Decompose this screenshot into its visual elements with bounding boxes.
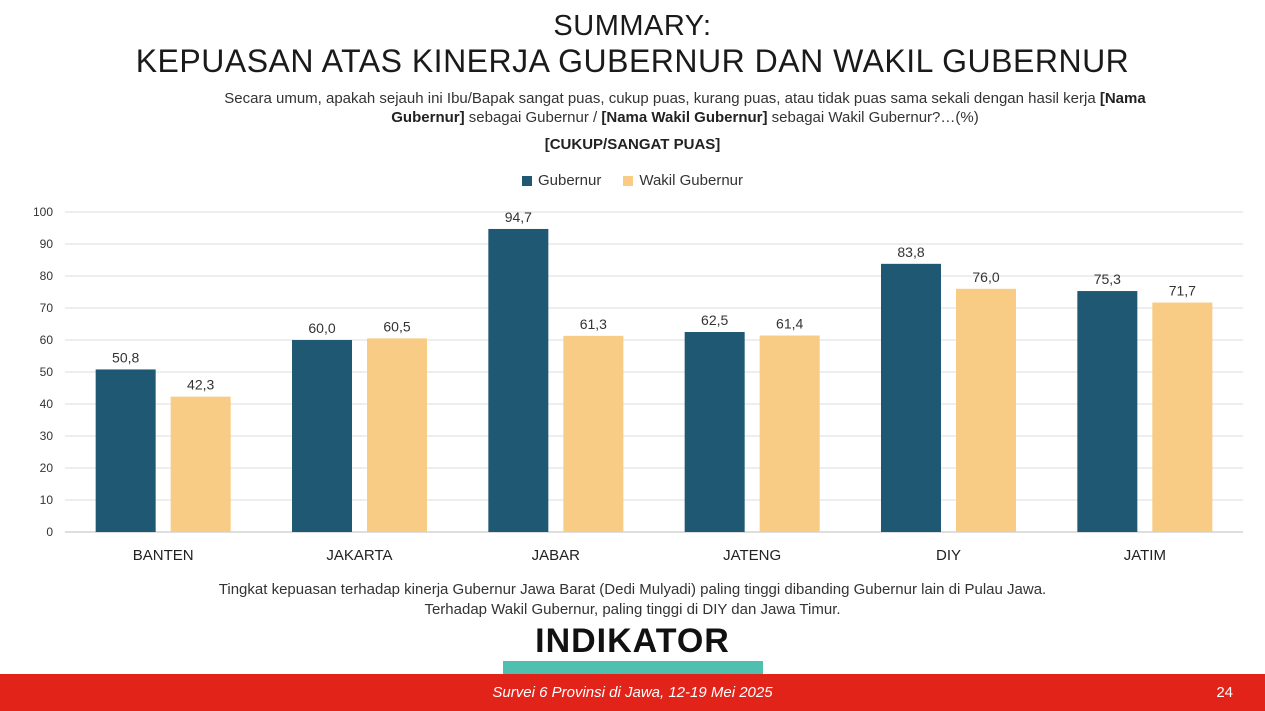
logo-accent-bar [503,661,763,675]
legend-label-gubernur: Gubernur [537,172,602,189]
y-tick-label-90: 90 [40,237,54,251]
x-tick-label-jabar: JABAR [532,547,581,564]
legend-swatch-gubernur [521,175,532,186]
bar-jabar-wakil-gubernur [563,335,624,532]
data-label-jatim-wakil-gubernur: 71,7 [1169,283,1196,299]
y-tick-label-30: 30 [40,429,54,443]
x-tick-label-jateng: JATENG [723,547,781,564]
legend-item-wakil-gubernur: Wakil Gubernur [623,172,743,189]
x-tick-label-jatim: JATIM [1124,547,1166,564]
x-tick-label-diy: DIY [936,547,961,564]
data-label-jakarta-gubernur: 60,0 [308,320,335,336]
bar-chart: 0 10 20 30 40 50 60 70 80 90 100 50,8 42,3 BANTEN 60,0… [33,205,1243,564]
bar-jabar-gubernur [488,228,549,532]
y-tick-label-50: 50 [40,365,54,379]
data-label-diy-wakil-gubernur: 76,0 [972,269,999,285]
legend-item-gubernur: Gubernur [521,172,602,189]
question-vice-governor-placeholder: [Nama Wakil Gubernur] [601,109,768,126]
question-text-2: sebagai Gubernur / [464,109,602,126]
bar-jatim-wakil-gubernur [1152,302,1213,532]
data-label-jatim-gubernur: 75,3 [1094,271,1121,287]
data-label-jakarta-wakil-gubernur: 60,5 [383,318,410,334]
title-line-1: SUMMARY: [553,10,712,42]
y-tick-label-40: 40 [40,397,54,411]
question-text-1: Secara umum, apakah sejauh ini Ibu/Bapak… [224,90,1100,107]
y-tick-label-60: 60 [40,333,54,347]
footer-bar [0,674,1265,711]
y-tick-label-10: 10 [40,493,54,507]
question-governor-placeholder: [Nama Gubernur] [391,90,1146,126]
chart-subtitle: [CUKUP/SANGAT PUAS] [544,136,721,153]
data-label-jateng-wakil-gubernur: 61,4 [776,316,803,332]
bar-diy-gubernur [881,263,941,532]
footer-survey-text: Survei 6 Provinsi di Jawa, 12-19 Mei 202… [492,684,773,701]
y-tick-label-0: 0 [46,525,53,539]
question-text-3: sebagai Wakil Gubernur?…(%) [767,109,979,126]
data-label-banten-gubernur: 50,8 [112,349,139,365]
bar-jateng-gubernur [684,332,745,532]
page-number: 24 [1216,684,1233,701]
x-tick-label-jakarta: JAKARTA [326,547,392,564]
y-tick-label-80: 80 [40,269,54,283]
data-label-diy-gubernur: 83,8 [897,244,924,260]
y-tick-label-70: 70 [40,301,54,315]
y-tick-label-20: 20 [40,461,54,475]
y-tick-label-100: 100 [33,205,53,219]
bar-jakarta-wakil-gubernur [367,338,427,532]
chart-note: Tingkat kepuasan terhadap kinerja Gubern… [0,580,1265,620]
data-label-banten-wakil-gubernur: 42,3 [187,377,214,393]
chart-legend: Gubernur Wakil Gubernur [0,172,1265,189]
legend-swatch-wakil-gubernur [623,175,634,186]
data-label-jabar-gubernur: 94,7 [505,209,532,225]
note-line-1: Tingkat kepuasan terhadap kinerja Gubern… [218,581,1047,598]
x-tick-label-banten: BANTEN [133,547,194,564]
bar-diy-wakil-gubernur [956,288,1016,532]
bar-banten-gubernur [95,369,156,532]
bar-jateng-wakil-gubernur [759,335,820,532]
bar-jakarta-gubernur [292,340,352,532]
indikator-logo: INDIKATOR [535,622,730,660]
bar-jatim-gubernur [1077,291,1138,532]
legend-label-wakil-gubernur: Wakil Gubernur [639,172,744,189]
note-line-2: Terhadap Wakil Gubernur, paling tinggi d… [424,601,841,618]
survey-question: Secara umum, apakah sejauh ini Ibu/Bapak… [200,89,1170,127]
bar-banten-wakil-gubernur [170,396,231,532]
data-label-jateng-gubernur: 62,5 [701,312,728,328]
title-line-2: KEPUASAN ATAS KINERJA GUBERNUR DAN WAKIL… [135,43,1130,79]
data-label-jabar-wakil-gubernur: 61,3 [580,316,607,332]
